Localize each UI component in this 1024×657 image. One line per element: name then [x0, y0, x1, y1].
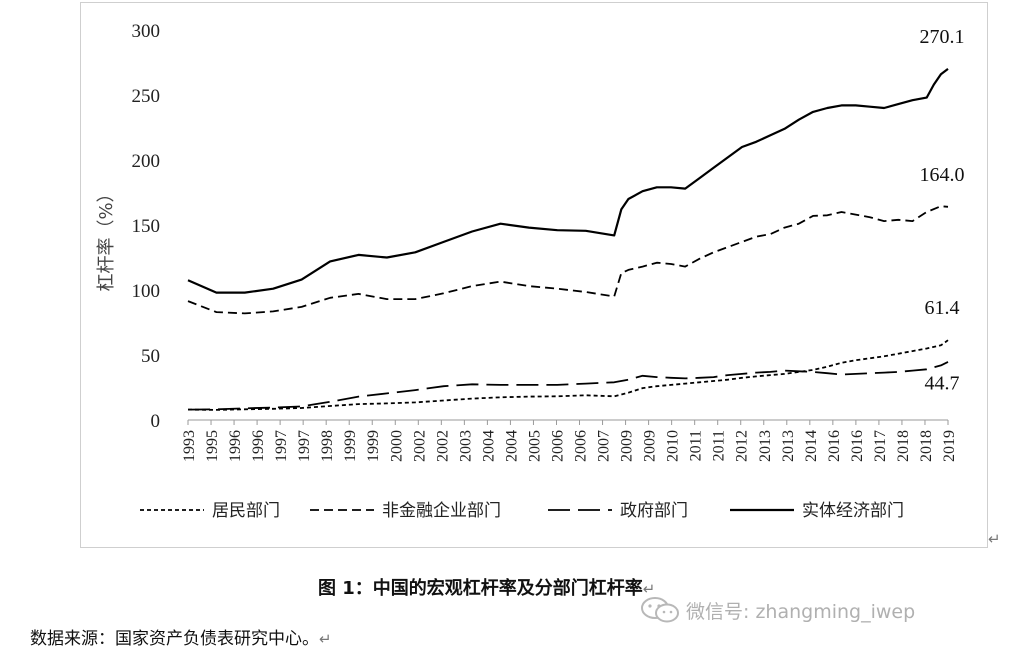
series-end-label: 44.7	[925, 373, 960, 395]
wechat-logo-icon	[641, 597, 679, 623]
legend-label: 居民部门	[212, 501, 280, 521]
x-tick-label: 2007	[596, 430, 613, 462]
y-tick-label: 150	[132, 216, 161, 237]
y-axis: 0 50 100 150 200 250 300	[132, 21, 161, 432]
series-line	[187, 361, 949, 411]
x-tick-label: 2019	[941, 430, 958, 462]
x-tick-label: 1999	[342, 430, 359, 462]
x-tick-label: 2003	[457, 430, 474, 462]
x-tick-label: 2006	[549, 430, 566, 462]
x-tick-label: 2013	[780, 430, 797, 462]
x-tick-label: 2016	[849, 430, 866, 462]
caption-text: 图 1：中国的宏观杠杆率及分部门杠杆率	[318, 578, 643, 599]
source-text: 数据来源：国家资产负债表研究中心。	[30, 629, 319, 649]
legend-label: 政府部门	[620, 501, 688, 521]
legend-label: 实体经济部门	[802, 501, 904, 521]
series-line	[187, 339, 949, 411]
watermark-text: 微信号: zhangming_iwep	[686, 600, 916, 623]
source-paragraph-mark: ↵	[319, 630, 332, 648]
x-tick-label: 2010	[665, 430, 682, 462]
x-tick-label: 2002	[411, 430, 428, 462]
x-tick-label: 2000	[388, 430, 405, 462]
x-tick-label: 2011	[688, 430, 705, 461]
x-tick-label: 2006	[573, 430, 590, 462]
x-tick-label: 2004	[480, 430, 497, 462]
x-axis: 1993 1995 1996 1996 1997 1997 1998 1999 1999 2000…	[181, 419, 958, 462]
x-tick-label: 2016	[826, 430, 843, 462]
x-tick-label: 2002	[434, 430, 451, 462]
x-tick-label: 1997	[296, 430, 313, 462]
x-tick-label: 1996	[250, 430, 267, 462]
x-tick-label: 1995	[204, 430, 221, 462]
series-lines	[187, 68, 949, 411]
series-line	[187, 205, 949, 315]
paragraph-mark: ↵	[988, 530, 1001, 548]
x-tick-label: 2014	[803, 430, 820, 462]
x-tick-label: 2017	[872, 430, 889, 462]
y-tick-label: 250	[132, 86, 161, 107]
x-tick-label: 2005	[526, 430, 543, 462]
figure-caption: 图 1：中国的宏观杠杆率及分部门杠杆率↵	[318, 574, 655, 600]
x-tick-label: 2012	[734, 430, 751, 462]
y-tick-label: 200	[132, 151, 161, 172]
x-tick-label: 2018	[918, 430, 935, 462]
x-tick-label: 1993	[181, 430, 198, 462]
chart-frame	[80, 2, 988, 548]
legend: 居民部门 非金融企业部门 政府部门 实体经济部门	[140, 501, 904, 521]
legend-label: 非金融企业部门	[382, 501, 501, 521]
x-tick-label: 2009	[642, 430, 659, 462]
series-end-label: 61.4	[925, 297, 960, 319]
series-end-label: 164.0	[920, 164, 965, 186]
y-tick-label: 100	[132, 281, 161, 302]
x-tick-label: 1999	[365, 430, 382, 462]
series-line	[187, 68, 949, 294]
y-tick-label: 50	[141, 346, 160, 367]
x-tick-label: 1996	[227, 430, 244, 462]
x-tick-label: 2004	[503, 430, 520, 462]
y-axis-label: 杠杆率（%）	[96, 184, 117, 291]
end-labels: 44.7 164.0 270.1 61.4	[920, 26, 965, 395]
x-tick-label: 2018	[895, 430, 912, 462]
x-tick-label: 1998	[319, 430, 336, 462]
x-tick-label: 2009	[619, 430, 636, 462]
x-tick-label: 2011	[711, 430, 728, 461]
x-tick-label: 1997	[273, 430, 290, 462]
x-tick-label: 2013	[757, 430, 774, 462]
wechat-watermark: 微信号: zhangming_iwep	[640, 596, 915, 624]
y-tick-label: 0	[151, 411, 161, 432]
series-end-label: 270.1	[920, 26, 965, 48]
y-tick-label: 300	[132, 21, 161, 42]
data-source-note: 数据来源：国家资产负债表研究中心。↵	[30, 624, 332, 649]
caption-paragraph-mark: ↵	[642, 580, 656, 598]
